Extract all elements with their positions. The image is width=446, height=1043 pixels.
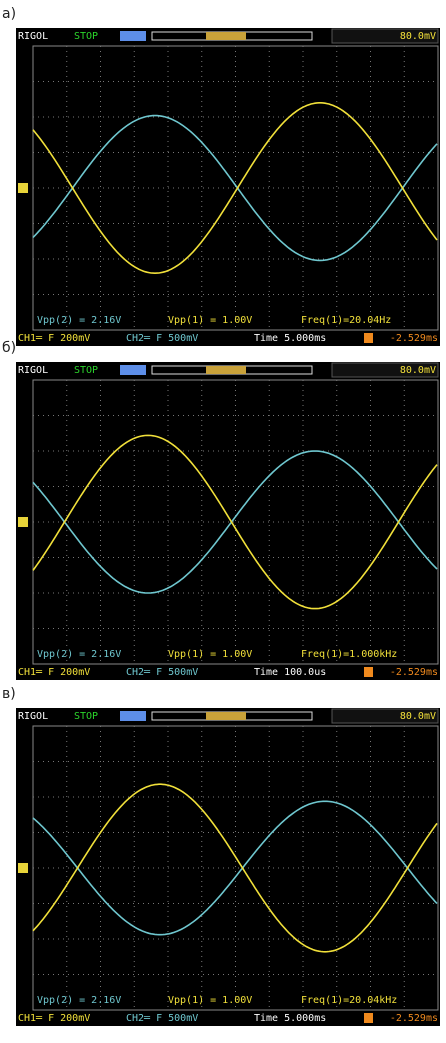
brand: RIGOL xyxy=(18,365,48,376)
offset-icon xyxy=(364,333,373,343)
timebase: Time 5.000ms xyxy=(254,333,326,344)
memory-window xyxy=(206,366,246,374)
measurement: Vpp(1) = 1.00V xyxy=(168,315,252,326)
scope-panel: б)RIGOL STOP 80.0mV Vpp(2) = 2.16V Vpp(1) = … xyxy=(2,340,440,680)
ch-marker xyxy=(18,863,28,873)
panel-label: в) xyxy=(2,686,16,702)
ch2-setting: CH2═ F 500mV xyxy=(126,333,198,344)
page: а)RIGOLSTOP80.0mVVpp(2) = 2.16VVpp(1) = … xyxy=(0,0,446,1043)
scope-panel: в)RIGOL STOP 80.0mV Vpp(2) = 2.16V Vpp(1) = … xyxy=(2,686,440,1026)
scope-panel: а)RIGOL STOP 80.0mV Vpp(2) = 2.16V Vpp(1) = … xyxy=(2,6,440,346)
ch1-setting: CH1═ F 200mV xyxy=(18,333,90,344)
ch-marker xyxy=(18,183,28,193)
measurement: Vpp(1) = 1.00V xyxy=(168,649,252,660)
measurement: Vpp(2) = 2.16V xyxy=(37,649,121,660)
memory-window xyxy=(206,712,246,720)
memory-window xyxy=(206,32,246,40)
ch1-setting: CH1═ F 200mV xyxy=(18,1013,90,1024)
measurement: Vpp(1) = 1.00V xyxy=(168,995,252,1006)
trigger-level: 80.0mV xyxy=(400,31,436,42)
screen xyxy=(16,28,440,346)
ch1-setting: CH1═ F 200mV xyxy=(18,667,90,678)
ch-marker xyxy=(18,517,28,527)
trigger-offset: -2.529ms xyxy=(390,333,438,344)
measurement: Freq(1)=1.000kHz xyxy=(301,649,397,660)
screen xyxy=(16,362,440,680)
ch2-setting: CH2═ F 500mV xyxy=(126,1013,198,1024)
trigger-level: 80.0mV xyxy=(400,711,436,722)
panel-label: б) xyxy=(2,340,16,356)
measurement: Vpp(2) = 2.16V xyxy=(37,315,121,326)
screen xyxy=(16,708,440,1026)
battery-icon xyxy=(120,711,146,721)
status: STOP xyxy=(74,365,98,376)
battery-icon xyxy=(120,31,146,41)
offset-icon xyxy=(364,1013,373,1023)
brand: RIGOL xyxy=(18,711,48,722)
trigger-offset: -2.529ms xyxy=(390,667,438,678)
status: STOP xyxy=(74,31,98,42)
timebase: Time 100.0us xyxy=(254,667,326,678)
offset-icon xyxy=(364,667,373,677)
brand: RIGOL xyxy=(18,31,48,42)
measurement: Vpp(2) = 2.16V xyxy=(37,995,121,1006)
battery-icon xyxy=(120,365,146,375)
ch2-setting: CH2═ F 500mV xyxy=(126,667,198,678)
timebase: Time 5.000ms xyxy=(254,1013,326,1024)
trigger-level: 80.0mV xyxy=(400,365,436,376)
measurement: Freq(1)=20.04kHz xyxy=(301,995,397,1006)
status: STOP xyxy=(74,711,98,722)
trigger-offset: -2.529ms xyxy=(390,1013,438,1024)
measurement: Freq(1)=20.04Hz xyxy=(301,315,391,326)
panel-label: а) xyxy=(2,6,16,22)
